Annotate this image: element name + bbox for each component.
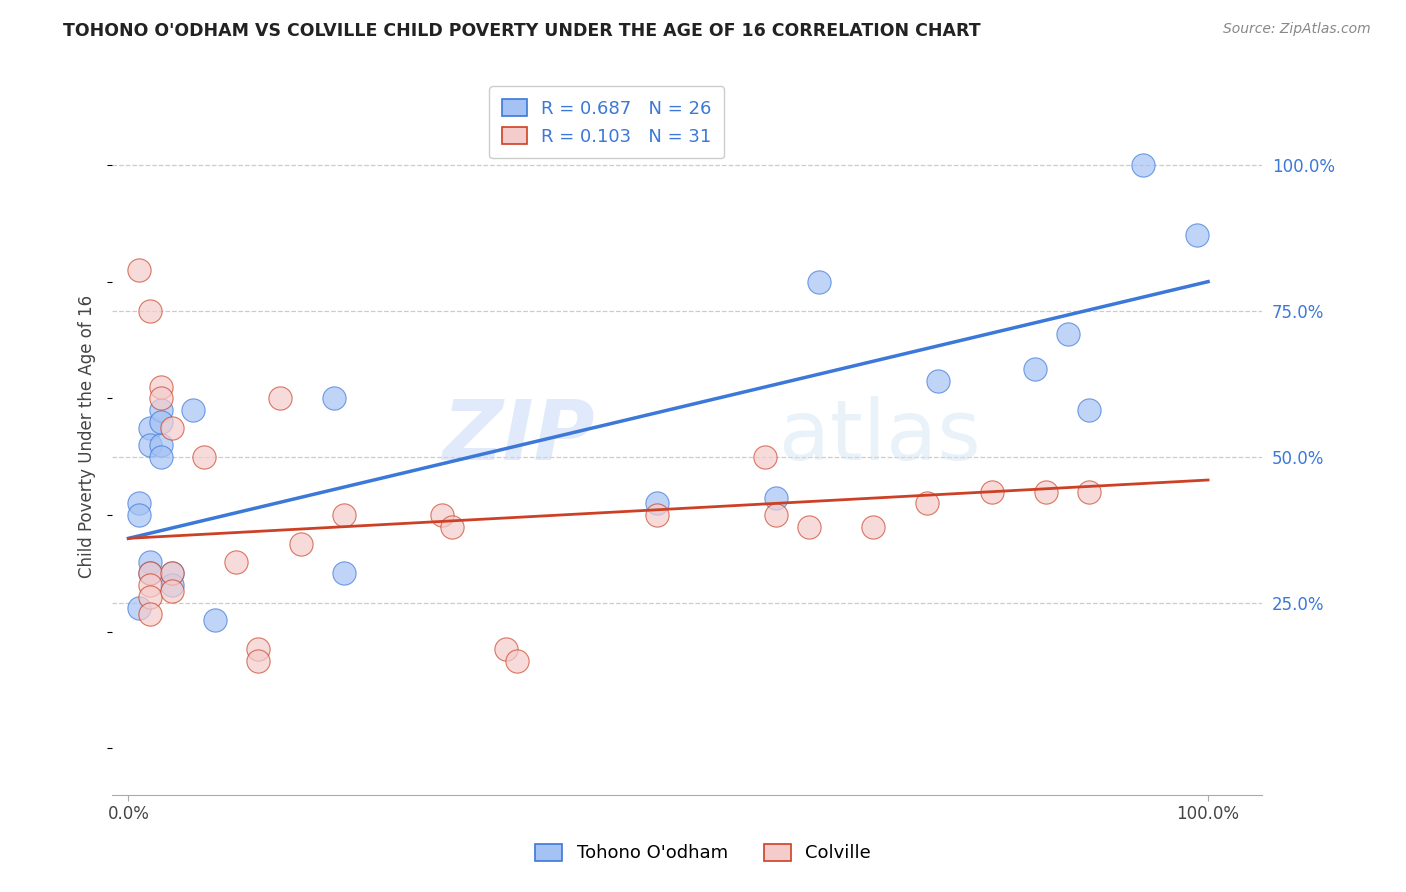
Point [862,519,884,533]
Point [160,566,183,581]
Point [290,537,312,551]
Point [246,642,269,657]
Point [149,450,172,464]
Point [1132,158,1154,172]
Point [754,450,776,464]
Point [149,392,172,406]
Point [193,450,215,464]
Point [139,566,162,581]
Point [160,578,183,592]
Point [128,496,150,510]
Point [139,566,162,581]
Point [441,519,464,533]
Point [1078,484,1101,499]
Point [128,263,150,277]
Point [149,438,172,452]
Point [808,275,831,289]
Point [506,654,529,668]
Point [160,420,183,434]
Point [917,496,939,510]
Point [225,555,247,569]
Point [139,607,162,622]
Point [765,508,787,522]
Point [149,415,172,429]
Point [139,420,162,434]
Text: atlas: atlas [779,396,981,476]
Point [139,578,162,592]
Point [1024,362,1046,376]
Point [128,508,150,522]
Point [333,566,356,581]
Text: Source: ZipAtlas.com: Source: ZipAtlas.com [1223,22,1371,37]
Text: TOHONO O'ODHAM VS COLVILLE CHILD POVERTY UNDER THE AGE OF 16 CORRELATION CHART: TOHONO O'ODHAM VS COLVILLE CHILD POVERTY… [63,22,981,40]
Point [647,496,669,510]
Point [1035,484,1057,499]
Point [139,438,162,452]
Point [139,555,162,569]
Point [322,392,344,406]
Point [927,374,949,388]
Point [797,519,820,533]
Point [246,654,269,668]
Point [149,403,172,417]
Point [495,642,517,657]
Text: ZIP: ZIP [443,396,595,476]
Point [430,508,453,522]
Point [1078,403,1101,417]
Point [139,303,162,318]
Point [128,601,150,615]
Point [160,583,183,598]
Point [160,566,183,581]
Point [181,403,204,417]
Point [149,379,172,393]
Point [981,484,1004,499]
Point [1187,227,1209,242]
Point [1056,327,1078,342]
Point [204,613,226,627]
Point [269,392,291,406]
Legend: Tohono O'odham, Colville: Tohono O'odham, Colville [527,837,879,870]
Point [333,508,356,522]
Y-axis label: Child Poverty Under the Age of 16: Child Poverty Under the Age of 16 [79,294,96,578]
Point [139,590,162,604]
Legend: R = 0.687   N = 26, R = 0.103   N = 31: R = 0.687 N = 26, R = 0.103 N = 31 [489,87,724,159]
Point [647,508,669,522]
Point [765,491,787,505]
